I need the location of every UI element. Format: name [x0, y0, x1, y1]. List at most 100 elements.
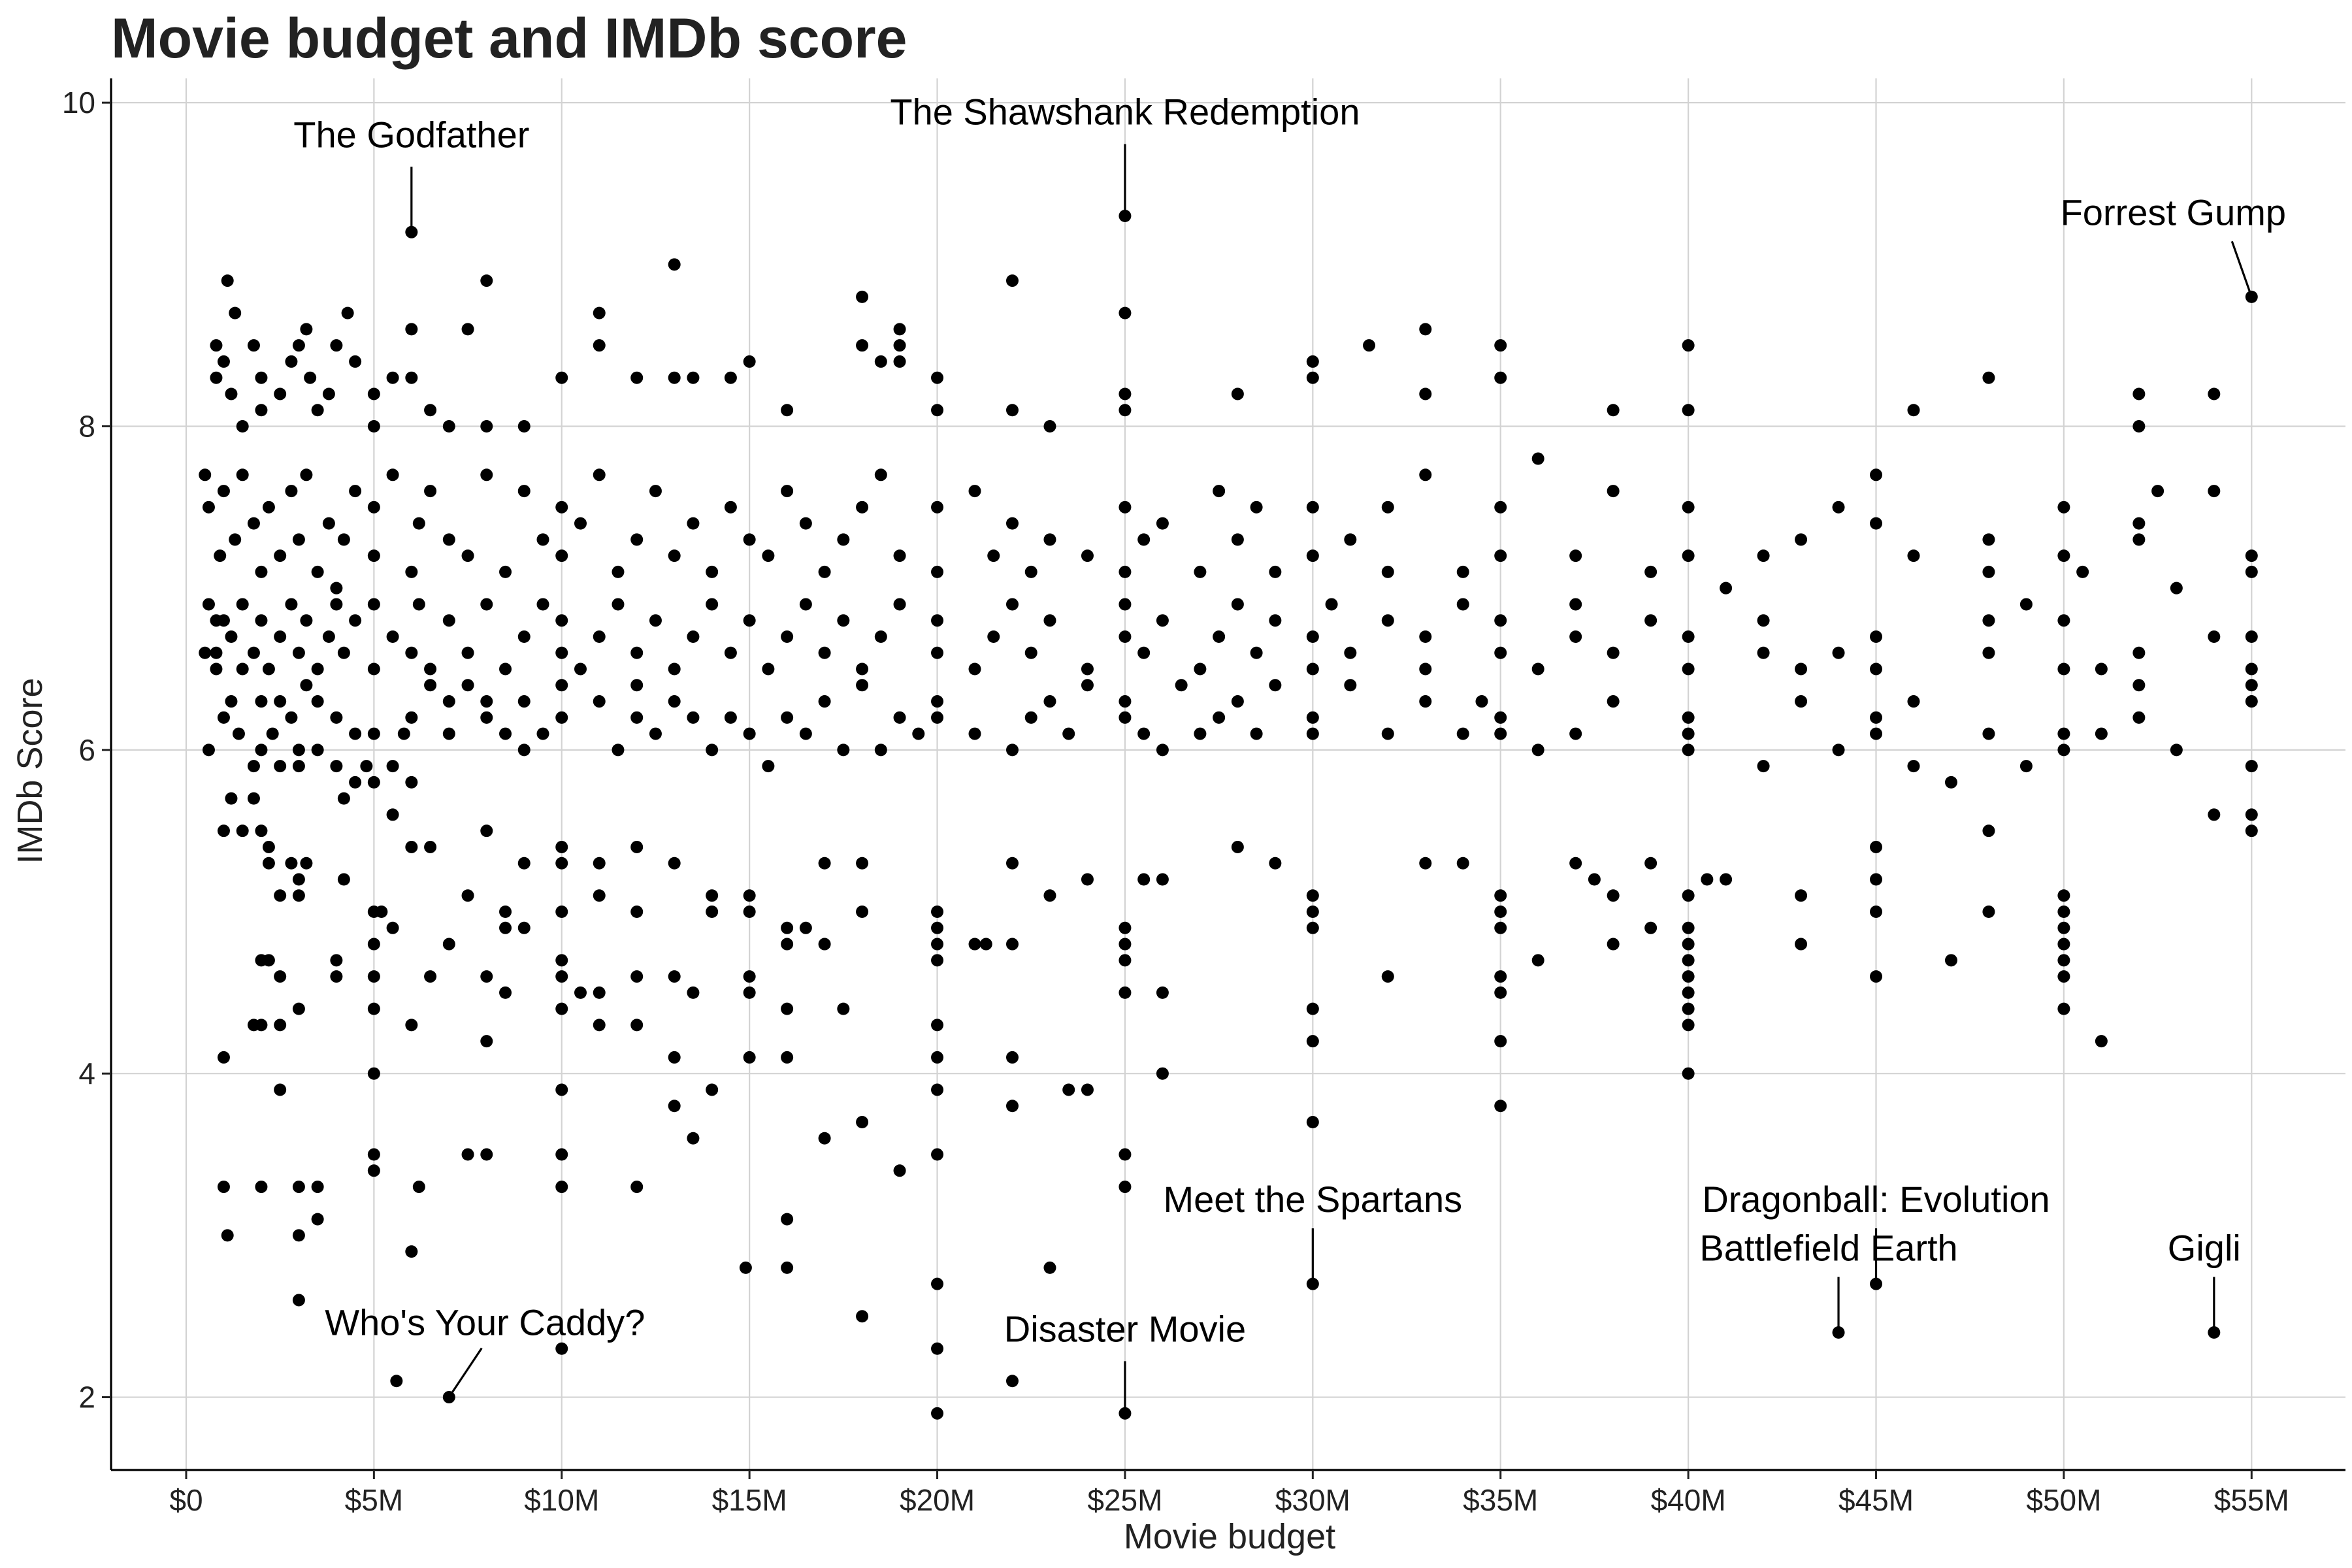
data-point: [405, 1019, 418, 1032]
data-point: [630, 1019, 644, 1032]
data-point: [461, 323, 474, 336]
data-point: [687, 986, 700, 999]
data-point: [968, 485, 981, 498]
data-point: [311, 404, 324, 417]
data-point: [322, 387, 335, 400]
data-point: [1306, 630, 1319, 643]
data-point: [311, 743, 324, 757]
data-point: [1870, 970, 1883, 983]
data-point: [818, 646, 831, 659]
data-point: [461, 679, 474, 692]
data-point: [1944, 954, 1957, 967]
data-point: [517, 857, 531, 870]
data-point: [893, 1164, 906, 1177]
data-point: [931, 1019, 944, 1032]
data-point: [367, 938, 380, 951]
data-point: [1119, 630, 1132, 643]
data-point: [424, 970, 437, 983]
data-point: [1269, 565, 1282, 578]
data-point: [236, 825, 249, 838]
data-point: [1231, 598, 1244, 611]
data-point: [330, 970, 343, 983]
data-point: [856, 662, 869, 676]
data-point: [367, 776, 380, 789]
data-point: [442, 533, 455, 546]
data-point: [555, 1181, 568, 1194]
data-point: [2132, 646, 2146, 659]
data-point: [1005, 598, 1019, 611]
data-point: [1588, 873, 1601, 886]
data-point: [1119, 695, 1132, 708]
data-point: [931, 500, 944, 514]
data-point: [274, 549, 287, 563]
x-tick-label: $40M: [1651, 1483, 1726, 1517]
x-tick-label: $25M: [1087, 1483, 1162, 1517]
data-point: [1119, 938, 1132, 951]
data-point: [593, 468, 606, 482]
data-point: [799, 727, 812, 740]
data-point: [349, 614, 362, 627]
data-point: [255, 954, 268, 967]
data-point: [1419, 630, 1432, 643]
data-point: [555, 906, 568, 919]
data-point: [1156, 517, 1169, 530]
data-point: [1870, 873, 1883, 886]
data-point: [837, 533, 850, 546]
data-point: [292, 646, 305, 659]
data-point: [349, 355, 362, 368]
annotation-leader: [448, 1347, 483, 1398]
data-point: [1531, 954, 1544, 967]
data-point: [1119, 306, 1132, 319]
data-point: [837, 743, 850, 757]
data-point: [330, 954, 343, 967]
data-point: [931, 1277, 944, 1290]
data-point: [1870, 517, 1883, 530]
data-point: [2057, 727, 2070, 740]
data-point: [1531, 452, 1544, 465]
data-point: [2057, 500, 2070, 514]
data-point: [330, 339, 343, 352]
data-point: [517, 921, 531, 934]
data-point: [724, 500, 737, 514]
data-point: [1119, 711, 1132, 724]
data-point: [1231, 695, 1244, 708]
data-point: [1119, 921, 1132, 934]
data-point: [1213, 711, 1226, 724]
data-point: [274, 889, 287, 902]
data-point: [367, 662, 380, 676]
data-point: [424, 485, 437, 498]
data-point: [517, 485, 531, 498]
data-point: [262, 840, 275, 853]
data-point: [292, 1181, 305, 1194]
data-point: [856, 679, 869, 692]
data-point: [893, 323, 906, 336]
data-point: [630, 679, 644, 692]
data-point: [1456, 857, 1469, 870]
data-point: [1043, 614, 1056, 627]
data-point: [1494, 339, 1507, 352]
data-point: [706, 906, 719, 919]
data-point: [536, 727, 549, 740]
data-point: [931, 614, 944, 627]
data-point: [367, 387, 380, 400]
data-point: [217, 711, 230, 724]
data-point: [593, 695, 606, 708]
annotation-label: Forrest Gump: [2061, 191, 2286, 233]
data-point: [1531, 743, 1544, 757]
data-point: [630, 840, 644, 853]
annotation-label: The Godfather: [293, 114, 529, 155]
data-point: [1644, 921, 1658, 934]
data-point: [931, 565, 944, 578]
data-point: [480, 468, 493, 482]
data-point: [292, 1002, 305, 1015]
data-point: [893, 549, 906, 563]
data-point: [856, 906, 869, 919]
annotation-label: Gigli: [2168, 1227, 2241, 1268]
data-point: [931, 1083, 944, 1096]
data-point: [762, 662, 775, 676]
data-point: [555, 840, 568, 853]
data-point: [1607, 938, 1620, 951]
data-point: [612, 565, 625, 578]
data-point: [2132, 533, 2146, 546]
